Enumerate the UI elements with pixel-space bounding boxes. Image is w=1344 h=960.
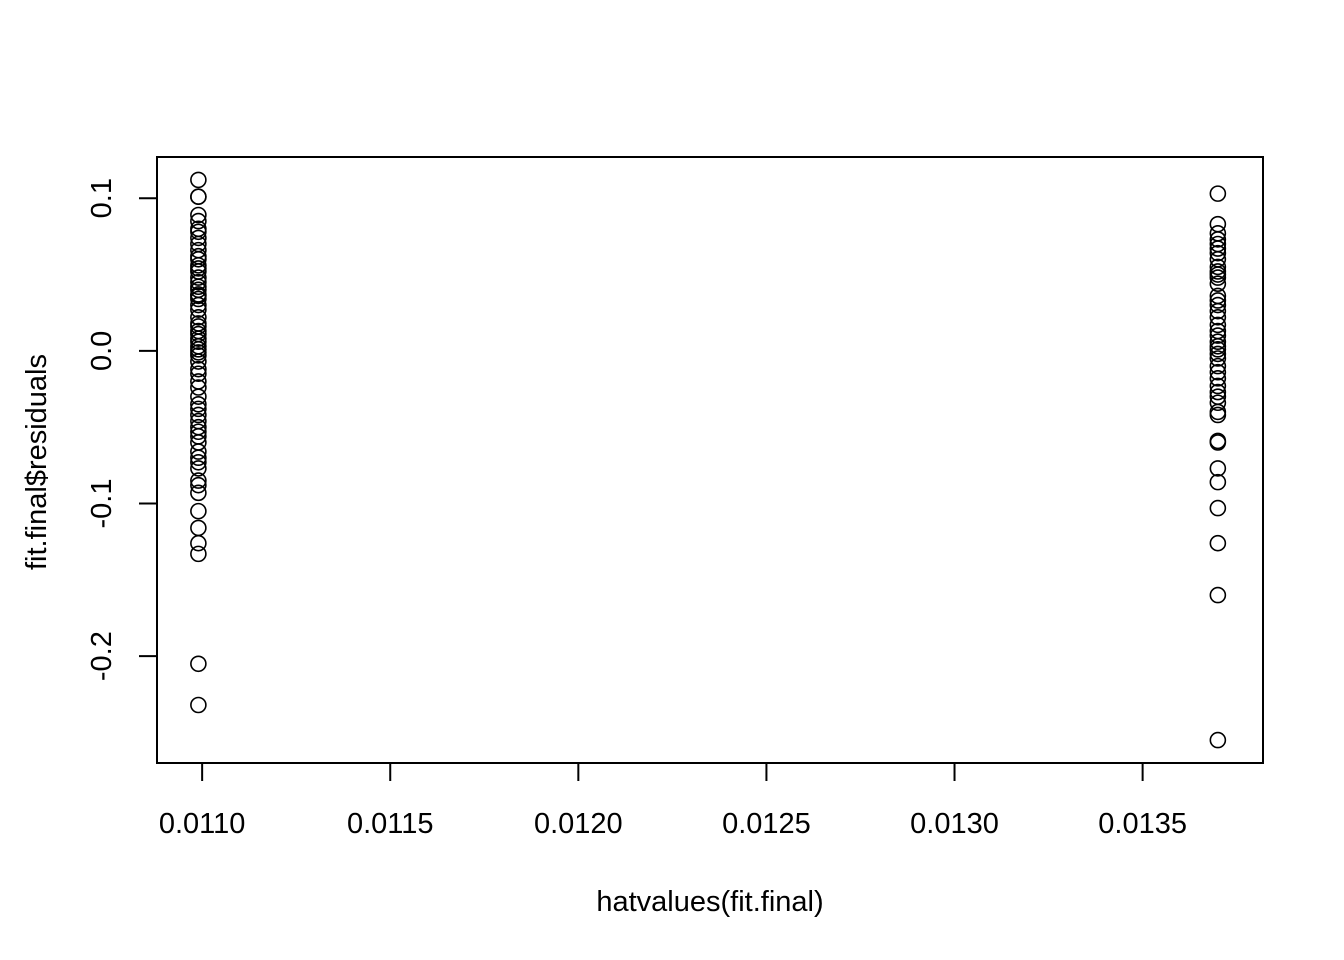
y-tick-label: -0.2	[86, 631, 118, 681]
data-point	[1209, 269, 1227, 286]
data-point	[190, 273, 207, 291]
x-tick-label: 0.0120	[534, 808, 623, 840]
data-points	[190, 171, 1227, 749]
y-axis: -0.2 -0.1 0.0 0.1	[86, 178, 158, 681]
data-point	[1209, 377, 1227, 395]
data-point	[190, 296, 207, 314]
data-point	[1209, 308, 1227, 326]
data-point	[1209, 350, 1227, 367]
data-point	[1209, 185, 1227, 202]
data-point	[190, 655, 207, 673]
data-point	[190, 188, 207, 205]
data-point	[190, 308, 207, 326]
data-point	[190, 395, 207, 413]
data-point	[190, 365, 207, 383]
data-point	[190, 502, 207, 520]
data-point	[190, 333, 207, 351]
data-point	[190, 484, 207, 502]
data-point	[1209, 534, 1227, 552]
data-point	[190, 269, 207, 286]
data-point	[1209, 499, 1227, 517]
data-point	[190, 388, 207, 405]
data-point	[190, 353, 207, 370]
data-point	[1209, 292, 1227, 309]
x-tick-label: 0.0135	[1098, 808, 1187, 840]
data-point	[1209, 345, 1227, 363]
data-point	[190, 519, 207, 537]
data-point	[190, 379, 207, 396]
data-point	[1209, 406, 1227, 424]
data-point	[1209, 460, 1227, 477]
data-point	[190, 545, 207, 563]
data-point	[1209, 316, 1227, 334]
data-point	[190, 696, 207, 714]
data-point	[190, 449, 207, 467]
data-point	[190, 423, 207, 441]
data-point	[1209, 215, 1227, 233]
data-point	[190, 472, 207, 489]
data-point	[190, 443, 207, 460]
y-tick-label: -0.1	[86, 479, 118, 529]
x-axis-label: hatvalues(fit.final)	[596, 886, 823, 918]
data-point	[190, 406, 207, 424]
data-point	[1209, 370, 1227, 387]
data-point	[190, 290, 207, 308]
data-point	[1209, 357, 1227, 375]
data-point	[1209, 275, 1227, 292]
data-point	[1209, 302, 1227, 320]
data-point	[1209, 383, 1227, 401]
x-tick-label: 0.0115	[347, 808, 434, 840]
data-point	[190, 400, 207, 418]
data-point	[1209, 403, 1227, 421]
data-point	[1209, 586, 1227, 604]
data-point	[1209, 394, 1227, 412]
data-point	[190, 453, 207, 471]
data-point	[190, 460, 207, 477]
data-point	[190, 476, 207, 494]
data-point	[1209, 434, 1227, 451]
data-point	[190, 223, 207, 241]
plot-frame	[156, 156, 1264, 764]
data-point	[1209, 333, 1227, 351]
data-point	[190, 212, 207, 230]
y-tick-label: 0.0	[86, 331, 118, 371]
y-tick-label: 0.1	[86, 178, 118, 218]
x-tick-label: 0.0125	[722, 808, 811, 840]
x-axis: 0.0110 0.0115 0.0120 0.0125 0.0130 0.0135	[159, 762, 1187, 840]
data-point	[1209, 296, 1227, 314]
data-point	[1209, 731, 1227, 749]
data-point	[190, 229, 207, 247]
data-point	[190, 171, 207, 189]
data-point	[1209, 327, 1227, 344]
x-tick-label: 0.0110	[159, 808, 246, 840]
data-point	[190, 347, 207, 364]
data-point	[1209, 363, 1227, 381]
data-point	[190, 250, 207, 268]
data-point	[190, 301, 207, 318]
data-point	[1209, 341, 1227, 358]
data-point	[1209, 244, 1227, 262]
data-point	[1209, 258, 1227, 276]
data-point	[1209, 240, 1227, 257]
data-point	[190, 360, 207, 378]
y-axis-label: fit.final$residuals	[21, 354, 53, 570]
data-point	[1209, 231, 1227, 248]
data-point	[1209, 473, 1227, 491]
x-tick-label: 0.0130	[910, 808, 999, 840]
data-point	[190, 206, 207, 224]
data-point	[190, 534, 207, 552]
